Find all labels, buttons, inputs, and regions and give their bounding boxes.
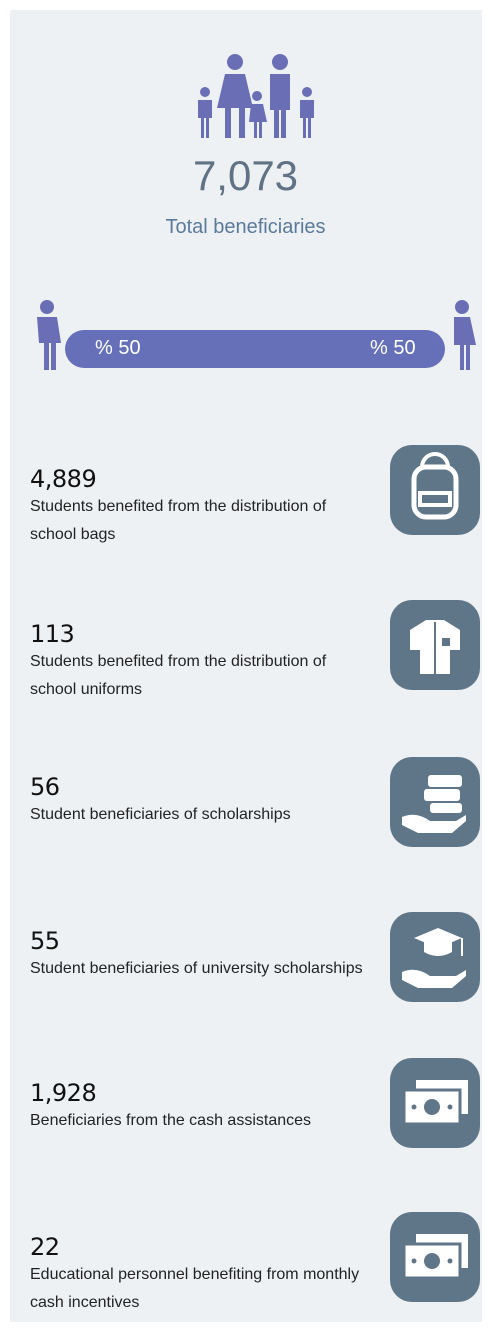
item-icon xyxy=(390,1212,480,1302)
icon xyxy=(390,912,480,1002)
item-value: 56 xyxy=(30,773,60,801)
item-value: 1,928 xyxy=(30,1079,97,1107)
icon xyxy=(390,445,480,535)
icon xyxy=(390,1058,480,1148)
icon xyxy=(390,1212,480,1302)
icon xyxy=(390,757,480,847)
item-label: Educational personnel benefiting from mo… xyxy=(30,1266,360,1311)
item-label: Students benefited from the distribution… xyxy=(30,653,327,698)
item-value: 4,889 xyxy=(30,465,97,493)
item-icon xyxy=(390,445,480,535)
item-value: 22 xyxy=(30,1233,60,1261)
gender-bar xyxy=(37,300,476,370)
item-icon xyxy=(390,1058,480,1148)
item-icon xyxy=(390,757,480,847)
item-value: 55 xyxy=(30,927,60,955)
item-label: Students benefited from the distribution… xyxy=(30,498,327,543)
icon xyxy=(390,600,480,690)
family-icon xyxy=(198,54,314,138)
item-label: Beneficiaries from the cash assistances xyxy=(30,1112,312,1129)
female-percent: % 50 xyxy=(370,337,416,359)
item-label: Student beneficiaries of university scho… xyxy=(30,960,363,977)
item-label: Student beneficiaries of scholarships xyxy=(30,806,291,823)
item-icon xyxy=(390,600,480,690)
total: 7,073 xyxy=(192,152,299,199)
male-percent: % 50 xyxy=(95,337,141,359)
item-value: 113 xyxy=(30,620,75,648)
item-icon xyxy=(390,912,480,1002)
total-label: Total beneficiaries xyxy=(165,216,326,238)
